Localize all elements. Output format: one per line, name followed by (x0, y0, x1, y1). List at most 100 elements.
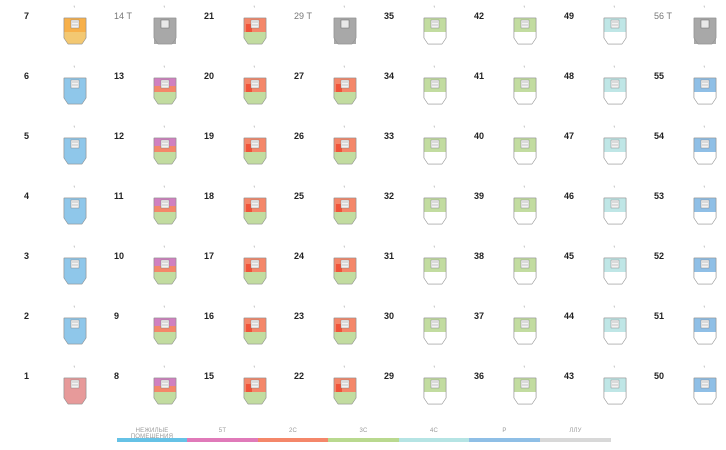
floor-plan-drawing (243, 257, 267, 285)
floor-number: 45 (564, 251, 575, 261)
north-arrow-icon: ↑ (253, 184, 255, 189)
floor-number: 36 (474, 371, 485, 381)
floor-plan-drawing (63, 77, 87, 105)
floor-number: 37 (474, 311, 485, 321)
floor-plan-cell: 39 ↑ (450, 180, 540, 240)
floor-plan-cell: 3 ↑ (0, 240, 90, 300)
north-arrow-icon: ↑ (433, 64, 435, 69)
legend-item-4c: 4С (399, 426, 469, 446)
floor-plan-cell: 38 ↑ (450, 240, 540, 300)
north-arrow-icon: ↑ (703, 184, 705, 189)
plan-core (160, 379, 170, 389)
north-arrow-icon: ↑ (73, 124, 75, 129)
north-arrow-icon: ↑ (73, 244, 75, 249)
floor-plan-drawing (63, 197, 87, 225)
floor-number: 39 (474, 191, 485, 201)
legend-label: 4С (429, 428, 439, 434)
north-arrow-icon: ↑ (433, 184, 435, 189)
floor-plan-cell: 52 ↑ (630, 240, 720, 300)
legend-label: 3С (359, 428, 368, 434)
floor-plan-drawing (513, 377, 537, 405)
floor-number: 9 (114, 311, 120, 321)
floor-plan-drawing (333, 77, 357, 105)
floor-plan-drawing (63, 137, 87, 165)
north-arrow-icon: ↑ (613, 364, 615, 369)
legend-item-3c: 3С (328, 426, 399, 446)
floor-plan-drawing (603, 197, 627, 225)
floor-number: 31 (384, 251, 395, 261)
floor-number: 48 (564, 71, 575, 81)
north-arrow-icon: ↑ (163, 4, 165, 9)
north-arrow-icon: ↑ (73, 304, 75, 309)
plan-core (430, 79, 440, 89)
plan-core (70, 19, 80, 29)
legend-item-r: Р (469, 426, 540, 446)
floor-plan-cell: 18 ↑ (180, 180, 270, 240)
plan-core (430, 319, 440, 329)
north-arrow-icon: ↑ (343, 64, 345, 69)
north-arrow-icon: ↑ (613, 4, 615, 9)
floor-number: 3 (24, 251, 30, 261)
floor-plan-cell: 37 ↑ (450, 300, 540, 360)
north-arrow-icon: ↑ (253, 244, 255, 249)
plan-core (340, 79, 350, 89)
floor-plan-drawing (603, 137, 627, 165)
floor-plan-drawing (63, 377, 87, 405)
legend-swatch (258, 438, 328, 442)
floor-plan-cell: 7 ↑ (0, 0, 90, 60)
floor-plan-cell: 8 ↑ (90, 360, 180, 420)
floor-number: 8 (114, 371, 120, 381)
floor-plan-drawing (423, 197, 447, 225)
floor-plan-cell: 17 ↑ (180, 240, 270, 300)
floor-plan-drawing (153, 77, 177, 105)
plan-core (340, 199, 350, 209)
floor-plan-drawing (513, 257, 537, 285)
floor-number: 44 (564, 311, 575, 321)
floor-plan-cell: 35 ↑ (360, 0, 450, 60)
floor-plan-drawing (243, 377, 267, 405)
floor-number: 10 (114, 251, 125, 261)
floor-plan-drawing (153, 17, 177, 45)
north-arrow-icon: ↑ (343, 124, 345, 129)
plan-core (430, 199, 440, 209)
floor-number: 11 (114, 191, 124, 201)
floor-plan-cell: 51 ↑ (630, 300, 720, 360)
plan-core (700, 319, 710, 329)
plan-core (250, 79, 260, 89)
legend-item-5t: 5Т (187, 426, 258, 446)
north-arrow-icon: ↑ (73, 4, 75, 9)
north-arrow-icon: ↑ (343, 304, 345, 309)
floor-plan-drawing (423, 17, 447, 45)
floor-plan-cell: 4 ↑ (0, 180, 90, 240)
floor-number: 14 Т (114, 11, 133, 21)
floor-plan-cell: 26 ↑ (270, 120, 360, 180)
plan-core (700, 139, 710, 149)
north-arrow-icon: ↑ (523, 64, 525, 69)
plan-core (340, 19, 350, 29)
floor-plan-cell: 19 ↑ (180, 120, 270, 180)
legend-swatch (328, 438, 399, 442)
plan-core (340, 379, 350, 389)
plan-core (520, 139, 530, 149)
floor-plan-cell: 54 ↑ (630, 120, 720, 180)
floor-number: 43 (564, 371, 575, 381)
legend-label: Р (502, 428, 507, 434)
plan-core (160, 259, 170, 269)
floor-plan-cell: 21 ↑ (180, 0, 270, 60)
legend-swatch (469, 438, 540, 442)
north-arrow-icon: ↑ (73, 64, 75, 69)
floor-number: 4 (24, 191, 30, 201)
floor-plan-drawing (603, 317, 627, 345)
floor-plan-cell: 47 ↑ (540, 120, 630, 180)
floor-number: 23 (294, 311, 305, 321)
floor-plan-drawing (243, 17, 267, 45)
floor-number: 21 (204, 11, 215, 21)
plan-core (610, 199, 620, 209)
floor-plan-grid: 7 ↑ 6 ↑ 5 ↑ 4 ↑ 3 ↑ 2 ↑ 1 ↑ 14 Т ↑ 13 ↑ 12 ↑ 11 ↑ 10 ↑ 9 ↑ 8 ↑ 21 ↑ 20… (0, 0, 720, 420)
floor-plan-drawing (423, 77, 447, 105)
floor-number: 13 (114, 71, 125, 81)
legend-swatch (117, 438, 187, 442)
floor-plan-cell: 25 ↑ (270, 180, 360, 240)
floor-plan-drawing (153, 137, 177, 165)
floor-plan-drawing (243, 317, 267, 345)
